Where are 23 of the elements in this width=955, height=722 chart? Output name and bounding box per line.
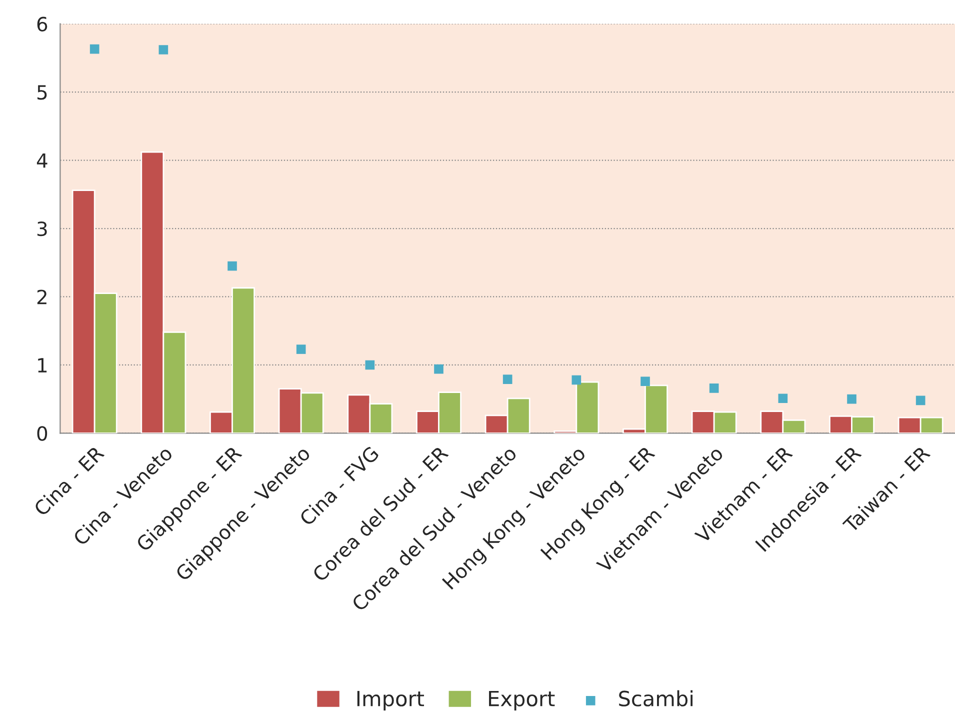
point	[434, 364, 444, 374]
legend-label: Export	[489, 690, 555, 710]
point	[640, 376, 650, 386]
y-tick-label: 5	[37, 85, 47, 100]
point	[847, 394, 856, 404]
point	[916, 396, 926, 406]
legend-label: Import	[357, 690, 424, 710]
point	[90, 44, 100, 54]
point	[502, 374, 512, 384]
point	[778, 394, 788, 404]
y-tick-label: 2	[37, 290, 46, 304]
y-tick-label: 0	[37, 426, 48, 441]
point	[158, 45, 168, 54]
point	[709, 384, 719, 393]
legend-label: Scambi	[619, 690, 692, 706]
y-tick-label: 1	[38, 358, 47, 372]
point	[572, 375, 582, 385]
point	[296, 344, 306, 354]
y-tick-label: 3	[37, 221, 47, 236]
y-tick-label: 6	[37, 16, 48, 32]
y-tick-label: 4	[36, 153, 48, 168]
point	[365, 360, 375, 370]
point	[228, 261, 237, 271]
